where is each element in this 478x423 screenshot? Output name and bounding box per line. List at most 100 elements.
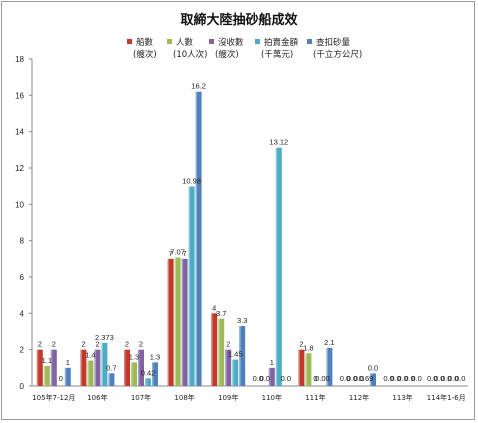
- bar: [298, 349, 305, 386]
- data-labels: 21.120121.422.3730.721.320.421.377.07710…: [38, 82, 466, 383]
- y-tick-label: 0: [20, 382, 25, 391]
- bar: [370, 373, 376, 386]
- legend-swatch: [307, 39, 312, 44]
- x-tick-label: 110年: [262, 393, 282, 402]
- legend-series-name: 人數: [176, 37, 194, 48]
- bar-highlight: [152, 362, 154, 386]
- x-tick-label: 111年: [305, 393, 325, 402]
- bar-highlight: [108, 373, 110, 386]
- data-label: 1.1: [42, 356, 52, 365]
- bar-highlight: [87, 360, 89, 386]
- data-label: 0.0: [383, 374, 393, 383]
- data-label: 1: [270, 358, 274, 367]
- data-label: 16.2: [191, 82, 206, 91]
- data-label: 1.45: [228, 350, 243, 359]
- legend-swatch: [127, 39, 132, 44]
- bar: [211, 313, 218, 386]
- bar-highlight: [174, 257, 177, 386]
- bar: [305, 353, 312, 386]
- bar-highlight: [36, 349, 39, 386]
- data-label: 0.69: [359, 374, 374, 383]
- data-label: 1.3: [129, 352, 139, 361]
- data-label: 0.0: [411, 374, 421, 383]
- y-tick-label: 6: [20, 273, 25, 282]
- data-label: 2.1: [324, 338, 334, 347]
- x-tick-label: 114年1-6月: [427, 393, 466, 402]
- bar-highlight: [64, 367, 67, 386]
- x-tick-label: 107年: [131, 393, 151, 402]
- bar-highlight: [232, 359, 234, 386]
- data-label: 0.0: [441, 374, 451, 383]
- y-tick-label: 4: [20, 309, 25, 318]
- data-label: 0: [59, 374, 63, 383]
- data-label: 0.0: [340, 374, 350, 383]
- data-label: 2: [52, 340, 56, 349]
- data-label: 2: [139, 340, 143, 349]
- x-tick-label: 106年: [87, 393, 107, 402]
- data-label: 0.00: [315, 374, 330, 383]
- legend-series-name: 船數: [136, 37, 154, 48]
- bar-highlight: [298, 349, 300, 386]
- data-label: 1.4: [85, 351, 95, 360]
- data-label: 1.3: [150, 352, 160, 361]
- data-label: 7: [183, 249, 187, 258]
- data-label: 0.0: [354, 374, 364, 383]
- bar: [50, 349, 57, 386]
- bar: [80, 349, 87, 386]
- bar-highlight: [94, 349, 96, 386]
- data-label: 0.0: [455, 374, 465, 383]
- bar: [94, 349, 101, 386]
- data-label: 0: [313, 374, 317, 383]
- data-label: 3.7: [216, 309, 226, 318]
- legend-series-name: 沒收數: [218, 37, 244, 48]
- legend-series-unit: (千萬元): [261, 49, 293, 60]
- data-label: 0.0: [390, 374, 400, 383]
- data-label: 0.0: [404, 374, 414, 383]
- bar: [131, 362, 137, 386]
- bar-highlight: [305, 353, 307, 386]
- bar: [174, 257, 181, 386]
- legend-swatch: [255, 39, 260, 44]
- legend-series-unit: (艘次): [215, 49, 239, 60]
- bar: [145, 378, 151, 386]
- data-label: 0.0: [281, 374, 291, 383]
- bar: [232, 359, 239, 386]
- data-label: 2: [81, 340, 85, 349]
- legend-swatch: [209, 39, 214, 44]
- bar: [64, 367, 71, 386]
- data-label: 10.98: [182, 177, 201, 186]
- x-tick-label: 105年7-12月: [32, 393, 75, 402]
- data-label: 4: [212, 303, 216, 312]
- y-tick-label: 2: [20, 346, 25, 355]
- bar: [225, 349, 232, 386]
- bar: [268, 367, 275, 386]
- data-label: 2: [226, 340, 230, 349]
- bar-highlight: [145, 378, 147, 386]
- bar: [87, 360, 94, 386]
- bar: [239, 326, 246, 386]
- chart-title: 取締大陸抽砂船成效: [180, 12, 298, 28]
- data-label: 2.373: [95, 333, 114, 342]
- bars: [36, 91, 376, 386]
- data-label: 7.07: [170, 248, 185, 257]
- y-tick-label: 8: [20, 237, 25, 246]
- y-tick-label: 14: [15, 128, 24, 137]
- bar-highlight: [370, 373, 372, 386]
- bar: [188, 186, 195, 386]
- bar-highlight: [239, 326, 241, 386]
- bar: [138, 349, 144, 386]
- legend-swatch: [167, 39, 172, 44]
- bar-highlight: [43, 366, 46, 386]
- bar-highlight: [268, 367, 271, 386]
- bar: [101, 342, 108, 386]
- bar-highlight: [50, 349, 53, 386]
- data-label: 3.3: [237, 316, 247, 325]
- data-label: 0.0: [427, 374, 437, 383]
- data-label: 1.8: [303, 343, 313, 352]
- bar: [152, 362, 158, 386]
- bar: [36, 349, 43, 386]
- data-label: 2: [38, 340, 42, 349]
- bar: [181, 258, 188, 386]
- x-tick-label: 108年: [174, 393, 194, 402]
